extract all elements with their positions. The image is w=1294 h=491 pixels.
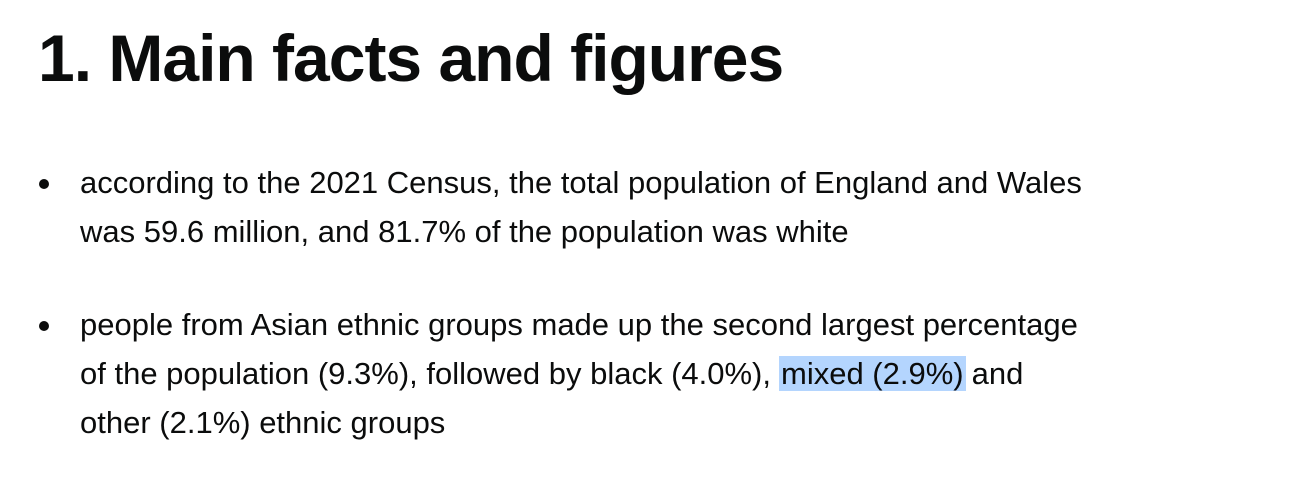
page: Main facts and figures {"heading": "1. M…: [38, 21, 1082, 440]
text-line: of the population (9.3%), followed by bl…: [80, 349, 1082, 398]
fact-item: according to the 2021 Census, the total …: [0, 158, 1082, 256]
fact-item: people from Asian ethnic groups made up …: [0, 300, 1082, 447]
text-line: people from Asian ethnic groups made up …: [80, 307, 1078, 342]
selected-text: mixed (2.9%): [779, 356, 966, 391]
text: and: [971, 356, 1024, 391]
document: 1. Main facts and figures according to t…: [38, 21, 1082, 440]
text-line: according to the 2021 Census, the total …: [80, 165, 1082, 200]
text: of the population (9.3%), followed by bl…: [80, 356, 771, 391]
text-line: other (2.1%) ethnic groups: [80, 405, 446, 440]
heading: 1. Main facts and figures: [38, 21, 784, 95]
text-line: was 59.6 million, and 81.7% of the popul…: [80, 214, 849, 249]
fact-list: according to the 2021 Census, the total …: [0, 158, 1082, 491]
